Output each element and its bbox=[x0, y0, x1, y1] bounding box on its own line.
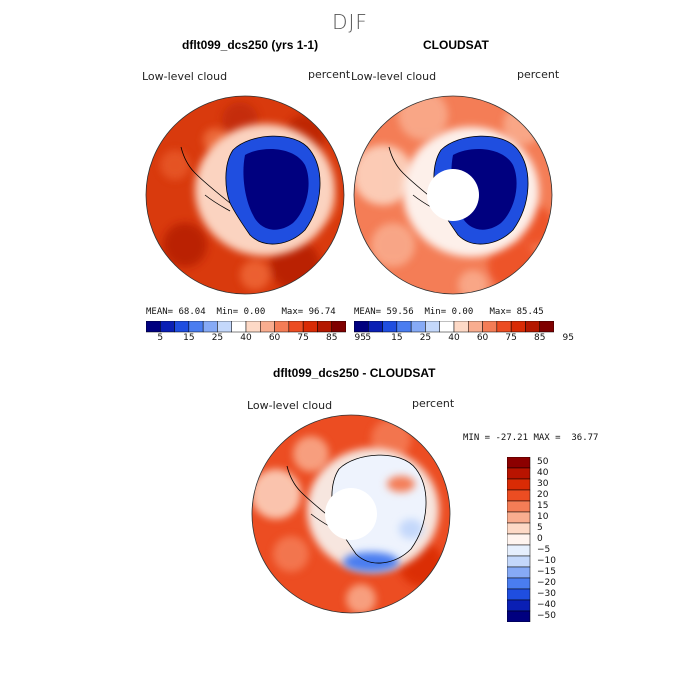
colorbar-swatch bbox=[507, 478, 531, 491]
colorbar-swatch bbox=[274, 321, 290, 333]
colorbar-difference bbox=[507, 457, 531, 622]
colorbar-swatch bbox=[288, 321, 304, 333]
diff-minmax: MIN = -27.21 MAX = 36.77 bbox=[463, 433, 599, 443]
colorbar-swatch bbox=[188, 321, 204, 333]
colorbar-tick-label: 5 bbox=[157, 333, 164, 343]
colorbar-level-label: −20 bbox=[537, 577, 556, 588]
colorbar-level-label: −40 bbox=[537, 599, 556, 610]
colorbar-swatch bbox=[396, 321, 412, 333]
colorbar-level-label: 20 bbox=[537, 489, 549, 500]
colorbar-swatch bbox=[202, 321, 218, 333]
panel-2-units: percent bbox=[517, 68, 560, 81]
colorbar-swatch bbox=[507, 577, 531, 590]
colorbar-swatch bbox=[174, 321, 190, 333]
colorbar-swatch bbox=[507, 467, 531, 480]
colorbar-level-label: −10 bbox=[537, 555, 556, 566]
colorbar-difference-labels: 50 40 30 20 15 10 5 0 −5 −10 −15 −20 −30 −40 −50 bbox=[537, 457, 567, 622]
diff-panel-units: percent bbox=[412, 397, 455, 410]
panel-2-stats: MEAN= 59.56 Min= 0.00 Max= 85.45 bbox=[354, 307, 544, 317]
map-cloudsat bbox=[353, 95, 553, 295]
colorbar-swatch bbox=[482, 321, 498, 333]
colorbar-swatch bbox=[410, 321, 426, 333]
colorbar-tick-label: 40 bbox=[240, 333, 252, 343]
colorbar-tick-label: 40 bbox=[448, 333, 460, 343]
colorbar-tick-label: 85 bbox=[325, 333, 338, 343]
map-difference bbox=[251, 414, 451, 614]
colorbar-tick-label: 25 bbox=[419, 333, 432, 343]
colorbar-swatch bbox=[507, 599, 531, 612]
colorbar-swatch bbox=[507, 489, 531, 502]
colorbar-swatch bbox=[507, 511, 531, 524]
diff-panel-variable: Low-level cloud bbox=[247, 399, 333, 412]
colorbar-swatch bbox=[260, 321, 275, 333]
colorbar-swatch bbox=[507, 522, 531, 535]
colorbar-tick-label: 60 bbox=[268, 333, 281, 343]
colorbar-level-label: 10 bbox=[537, 511, 549, 522]
colorbar-model: 5 15 25 40 60 75 85 95 bbox=[146, 321, 366, 345]
colorbar-tick-label: 95 bbox=[562, 333, 574, 343]
diff-panel-title: dflt099_dcs250 - CLOUDSAT bbox=[273, 366, 436, 380]
colorbar-swatch bbox=[507, 500, 531, 513]
colorbar-level-label: 0 bbox=[537, 533, 543, 544]
colorbar-swatch bbox=[507, 566, 531, 579]
colorbar-tick-label: 5 bbox=[365, 333, 372, 343]
colorbar-swatch bbox=[217, 321, 232, 333]
colorbar-level-label: 40 bbox=[537, 467, 549, 478]
colorbar-swatch bbox=[507, 533, 531, 546]
colorbar-level-label: 30 bbox=[537, 478, 549, 489]
colorbar-swatch bbox=[382, 321, 398, 333]
panel-1-stats: MEAN= 68.04 Min= 0.00 Max= 96.74 bbox=[146, 307, 336, 317]
colorbar-tick-label: 75 bbox=[505, 333, 517, 343]
colorbar-tick-label: 60 bbox=[476, 333, 489, 343]
colorbar-level-label: 50 bbox=[537, 456, 549, 467]
panel-1-title: dflt099_dcs250 (yrs 1-1) bbox=[182, 38, 319, 52]
colorbar-level-label: −30 bbox=[537, 588, 556, 599]
colorbar-swatch bbox=[160, 321, 175, 333]
colorbar-swatch bbox=[368, 321, 383, 333]
colorbar-tick-label: 75 bbox=[297, 333, 309, 343]
colorbar-swatch bbox=[146, 321, 161, 333]
panel-2-title: CLOUDSAT bbox=[423, 38, 489, 52]
colorbar-tick-label: 85 bbox=[533, 333, 546, 343]
colorbar-swatch bbox=[539, 321, 554, 333]
colorbar-tick-label: 25 bbox=[211, 333, 224, 343]
colorbar-swatch bbox=[425, 321, 440, 333]
polar-data-gap bbox=[427, 169, 479, 221]
colorbar-level-label: 15 bbox=[537, 500, 549, 511]
colorbar-level-label: 5 bbox=[537, 522, 543, 533]
colorbar-swatch bbox=[317, 321, 332, 333]
colorbar-swatch bbox=[231, 321, 247, 333]
colorbar-tick-label: 15 bbox=[391, 333, 403, 343]
colorbar-level-label: −15 bbox=[537, 566, 556, 577]
colorbar-swatch bbox=[354, 321, 369, 333]
colorbar-level-label: −50 bbox=[537, 610, 556, 621]
colorbar-swatch bbox=[496, 321, 512, 333]
colorbar-swatch bbox=[507, 544, 531, 557]
colorbar-swatch bbox=[302, 321, 318, 333]
colorbar-swatch bbox=[439, 321, 455, 333]
panel-2-variable: Low-level cloud bbox=[351, 70, 437, 83]
colorbar-swatch bbox=[525, 321, 540, 333]
colorbar-swatch bbox=[510, 321, 526, 333]
colorbar-swatch bbox=[245, 321, 261, 333]
panel-1-units: percent bbox=[308, 68, 351, 81]
panel-1-variable: Low-level cloud bbox=[142, 70, 228, 83]
colorbar-swatch bbox=[507, 610, 531, 622]
colorbar-swatch bbox=[453, 321, 469, 333]
colorbar-swatch bbox=[468, 321, 483, 333]
colorbar-swatch bbox=[507, 588, 531, 601]
colorbar-level-label: −5 bbox=[537, 544, 551, 555]
colorbar-cloudsat: 5 15 25 40 60 75 85 95 bbox=[354, 321, 574, 345]
map-model bbox=[145, 95, 345, 295]
main-title: DJF bbox=[332, 10, 368, 34]
colorbar-swatch bbox=[507, 457, 531, 469]
colorbar-tick-label: 95 bbox=[354, 333, 366, 343]
colorbar-swatch bbox=[331, 321, 346, 333]
colorbar-swatch bbox=[507, 555, 531, 568]
colorbar-tick-label: 15 bbox=[183, 333, 195, 343]
